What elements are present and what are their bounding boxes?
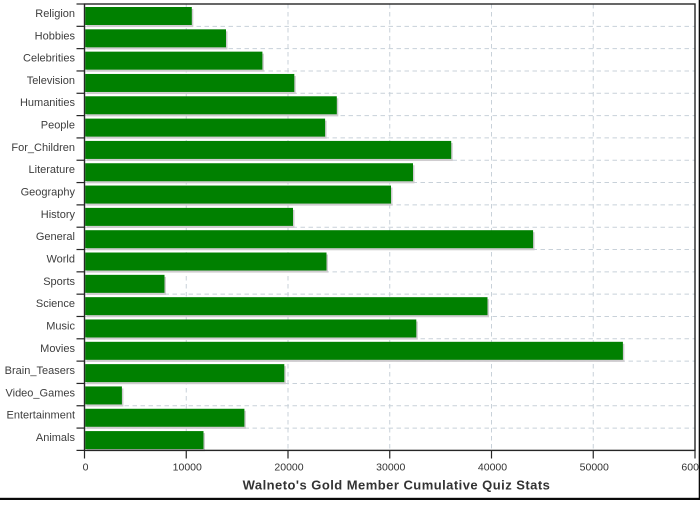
svg-text:Television: Television bbox=[27, 75, 75, 87]
svg-text:20000: 20000 bbox=[274, 462, 303, 474]
svg-text:Religion: Religion bbox=[35, 8, 75, 20]
svg-text:History: History bbox=[41, 209, 76, 221]
svg-text:Sports: Sports bbox=[43, 276, 75, 288]
svg-text:Science: Science bbox=[36, 298, 75, 310]
svg-text:Entertainment: Entertainment bbox=[7, 410, 75, 422]
svg-text:0: 0 bbox=[83, 462, 89, 474]
svg-text:Walneto's Gold Member Cumulati: Walneto's Gold Member Cumulative Quiz St… bbox=[243, 477, 551, 492]
svg-text:People: People bbox=[41, 120, 75, 132]
svg-text:Geography: Geography bbox=[21, 187, 76, 199]
svg-text:General: General bbox=[36, 231, 75, 243]
svg-text:Animals: Animals bbox=[36, 432, 76, 444]
svg-text:Hobbies: Hobbies bbox=[35, 30, 76, 42]
svg-text:50000: 50000 bbox=[580, 462, 609, 474]
svg-text:30000: 30000 bbox=[376, 462, 405, 474]
svg-text:Literature: Literature bbox=[29, 164, 75, 176]
svg-text:Humanities: Humanities bbox=[20, 97, 76, 109]
svg-text:Music: Music bbox=[46, 320, 75, 332]
svg-text:10000: 10000 bbox=[173, 462, 202, 474]
svg-text:Movies: Movies bbox=[40, 343, 75, 355]
svg-text:Brain_Teasers: Brain_Teasers bbox=[5, 365, 76, 377]
svg-text:Video_Games: Video_Games bbox=[5, 387, 75, 399]
svg-text:60000: 60000 bbox=[681, 462, 700, 474]
svg-text:Celebrities: Celebrities bbox=[23, 53, 75, 65]
svg-text:World: World bbox=[46, 253, 75, 265]
svg-text:40000: 40000 bbox=[478, 462, 507, 474]
svg-text:For_Children: For_Children bbox=[11, 142, 75, 154]
